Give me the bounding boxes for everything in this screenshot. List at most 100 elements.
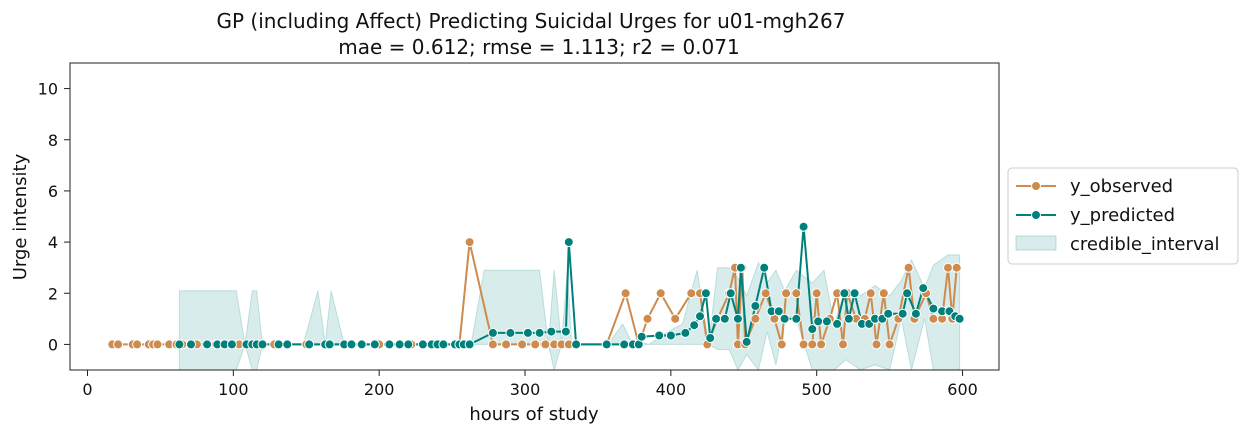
y-predicted-point: [522, 327, 533, 338]
y-predicted-point: [534, 327, 545, 338]
x-tick-label: 100: [218, 380, 249, 399]
y-predicted-point: [324, 339, 335, 350]
y-observed-point: [760, 288, 771, 299]
y-tick-label: 4: [48, 233, 58, 252]
y-predicted-point: [883, 308, 894, 319]
y-observed-point: [878, 288, 889, 299]
y-predicted-point: [601, 339, 612, 350]
legend-observed-marker: [1031, 181, 1041, 191]
y-observed-point: [838, 339, 848, 350]
y-predicted-point: [186, 339, 196, 350]
credible-interval-band: [178, 254, 961, 372]
y-observed-point: [811, 288, 822, 299]
y-predicted-point: [705, 333, 716, 343]
y-predicted-point: [918, 283, 929, 294]
y-predicted-point: [779, 313, 790, 324]
y-predicted-point: [954, 313, 965, 324]
y-predicted-point: [487, 327, 498, 338]
y-predicted-point: [735, 262, 746, 273]
y-observed-point: [464, 237, 475, 248]
y-predicted-point: [719, 313, 730, 324]
y-ticks: 0 2 4 6 8 10: [38, 80, 70, 354]
y-predicted-point: [813, 316, 824, 327]
y-predicted-point: [798, 221, 809, 232]
y-predicted-point: [700, 288, 711, 299]
y-predicted-point: [807, 324, 818, 335]
y-observed-point: [655, 288, 666, 299]
x-tick-label: 400: [656, 380, 687, 399]
y-predicted-point: [273, 339, 284, 350]
y-observed-point: [928, 313, 939, 324]
y-predicted-point: [732, 313, 743, 324]
y-predicted-point: [773, 306, 784, 317]
x-axis-label: hours of study: [469, 404, 599, 425]
y-predicted-point: [636, 331, 647, 342]
y-predicted-point: [417, 339, 428, 350]
y-predicted-point: [832, 318, 843, 329]
y-predicted-point: [689, 320, 700, 331]
y-observed-point: [903, 262, 914, 273]
y-predicted-point: [843, 313, 854, 324]
y-predicted-point: [282, 339, 293, 350]
plot-area-frame: [69, 62, 1000, 371]
y-observed-point: [865, 288, 876, 299]
x-tick-label: 500: [801, 380, 832, 399]
y-observed-point: [951, 262, 962, 273]
legend-interval-swatch: [1015, 235, 1057, 251]
y-predicted-point: [839, 288, 850, 299]
y-observed-point: [540, 339, 551, 350]
y-observed-point: [750, 313, 761, 324]
y-predicted-point: [505, 327, 516, 338]
y-predicted-point: [384, 339, 395, 350]
y-predicted-point: [563, 237, 574, 248]
y-predicted-point: [202, 339, 213, 350]
y-predicted-point: [849, 288, 860, 299]
x-ticks: 0 100 200 300 400 500 600: [82, 370, 978, 399]
y-observed-point: [807, 339, 818, 350]
series-markers-layer: [107, 221, 965, 350]
y-observed-point: [132, 339, 143, 350]
y-predicted-point: [741, 336, 752, 347]
y-predicted-point: [711, 313, 722, 324]
legend-interval-label: credible_interval: [1070, 234, 1220, 255]
y-predicted-point: [897, 308, 908, 319]
y-observed-point: [113, 339, 124, 350]
y-tick-label: 6: [48, 182, 58, 201]
y-predicted-point: [902, 288, 913, 299]
y-predicted-point: [464, 339, 475, 350]
y-predicted-point: [910, 308, 921, 319]
y-tick-label: 0: [48, 335, 58, 354]
y-observed-point: [943, 262, 953, 273]
y-predicted-point: [226, 339, 237, 350]
chart-title: GP (including Affect) Predicting Suicida…: [217, 9, 846, 33]
y-predicted-point: [438, 339, 449, 350]
y-observed-point: [791, 288, 802, 299]
legend-predicted-label: y_predicted: [1070, 205, 1175, 226]
y-observed-point: [871, 339, 882, 350]
y-observed-point: [686, 288, 697, 299]
y-observed-point: [884, 339, 895, 350]
x-tick-label: 300: [510, 380, 541, 399]
y-predicted-point: [546, 326, 557, 337]
y-observed-point: [487, 339, 498, 350]
y-predicted-point: [759, 262, 770, 273]
y-predicted-point: [821, 316, 832, 327]
y-predicted-point: [174, 339, 185, 350]
y-tick-label: 2: [48, 284, 58, 303]
y-tick-label: 8: [48, 131, 58, 150]
y-predicted-point: [257, 339, 268, 350]
y-predicted-point: [560, 326, 571, 337]
y-predicted-point: [791, 313, 802, 324]
credible-interval-layer: [178, 254, 961, 372]
y-predicted-point: [695, 311, 705, 322]
x-tick-label: 600: [947, 380, 978, 399]
legend-observed-label: y_observed: [1070, 176, 1173, 197]
y-predicted-point: [403, 339, 414, 350]
y-predicted-point: [750, 301, 761, 311]
y-observed-point: [816, 339, 827, 350]
y-predicted-point: [394, 339, 405, 350]
y-predicted-point: [654, 330, 665, 341]
y-observed-point: [152, 339, 163, 350]
